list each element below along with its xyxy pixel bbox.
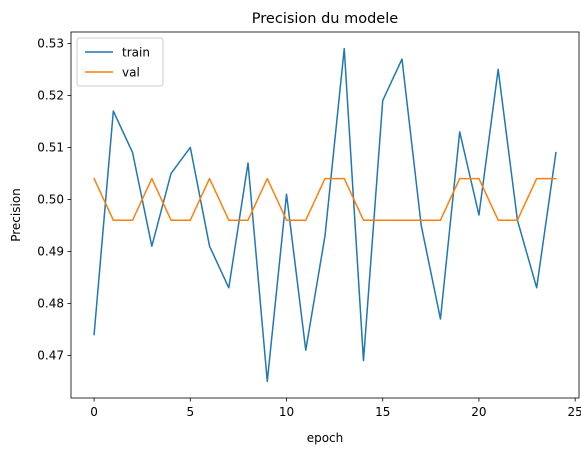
legend-label-val: val — [122, 65, 140, 79]
legend-box — [76, 37, 164, 87]
chart-title: Precision du modele — [252, 11, 398, 27]
plot-frame — [70, 31, 580, 399]
x-axis-ticks: 0 5 10 15 20 25 — [90, 398, 581, 419]
x-tick-label: 25 — [568, 405, 581, 419]
y-tick-label: 0.48 — [37, 297, 64, 311]
y-axis-label: Precision — [9, 188, 23, 242]
x-tick-label: 5 — [186, 405, 194, 419]
y-axis-ticks: 0.47 0.48 0.49 0.50 0.51 0.52 0.53 — [37, 37, 71, 363]
x-tick-label: 10 — [279, 405, 294, 419]
y-tick-label: 0.52 — [37, 89, 64, 103]
x-tick-label: 20 — [471, 405, 486, 419]
series-line-val — [93, 177, 557, 221]
x-axis-label: epoch — [307, 431, 344, 445]
y-tick-label: 0.47 — [37, 349, 64, 363]
x-tick-label: 0 — [90, 405, 98, 419]
y-tick-label: 0.51 — [37, 141, 64, 155]
legend-label-train: train — [122, 45, 150, 59]
x-tick-label: 15 — [375, 405, 390, 419]
y-tick-label: 0.49 — [37, 245, 64, 259]
y-tick-label: 0.53 — [37, 37, 64, 51]
series-line-train — [93, 47, 557, 383]
plot-area — [93, 47, 557, 383]
y-tick-label: 0.50 — [37, 193, 64, 207]
legend: train val — [76, 37, 164, 87]
